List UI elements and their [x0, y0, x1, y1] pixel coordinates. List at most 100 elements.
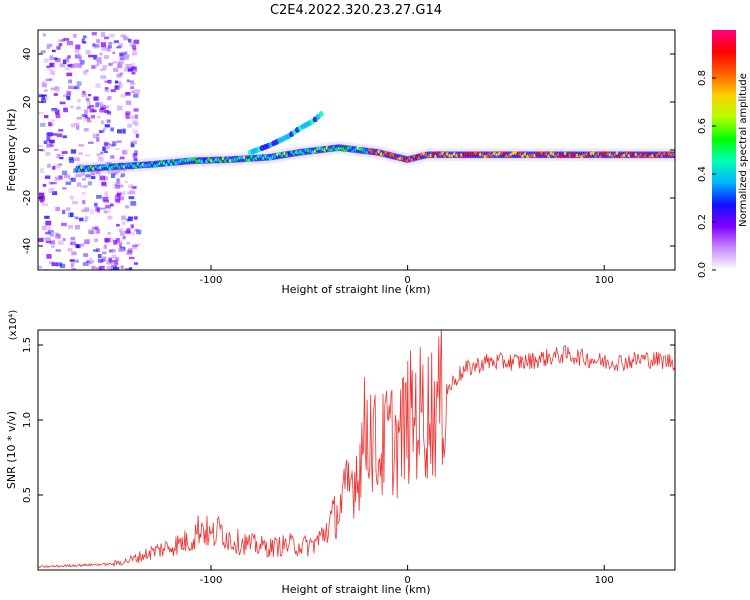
noise-speckle [74, 62, 79, 68]
noise-speckle [117, 240, 123, 245]
noise-speckle [94, 238, 99, 242]
noise-speckle [96, 133, 100, 137]
noise-speckle [81, 170, 85, 176]
noise-speckle [80, 243, 85, 247]
x-tick-label: -100 [200, 275, 223, 286]
noise-speckle [130, 201, 137, 206]
noise-speckle [106, 162, 112, 165]
noise-speckle [58, 39, 64, 42]
noise-speckle [70, 123, 76, 128]
noise-speckle [113, 172, 118, 176]
noise-speckle [71, 200, 78, 205]
noise-speckle [131, 186, 137, 189]
noise-speckle [126, 250, 133, 255]
noise-speckle [38, 238, 44, 242]
noise-speckle [113, 67, 119, 73]
noise-speckle [127, 216, 133, 222]
noise-speckle [80, 185, 87, 188]
noise-speckle [47, 163, 51, 168]
noise-speckle [120, 265, 124, 269]
noise-speckle [40, 168, 45, 173]
noise-speckle [103, 199, 110, 203]
noise-speckle [63, 174, 70, 179]
noise-speckle [135, 243, 141, 246]
noise-speckle [60, 263, 66, 269]
noise-speckle [98, 102, 103, 106]
noise-speckle [103, 55, 110, 59]
noise-speckle [106, 265, 112, 270]
noise-speckle [62, 94, 69, 98]
noise-speckle [74, 122, 80, 125]
noise-speckle [91, 65, 96, 69]
noise-speckle [50, 119, 56, 122]
noise-speckle [54, 58, 61, 63]
noise-speckle [48, 140, 53, 143]
noise-speckle [40, 122, 46, 127]
noise-speckle [59, 101, 66, 105]
noise-speckle [112, 183, 119, 189]
colorbar-gradient [712, 30, 736, 270]
noise-speckle [56, 46, 61, 50]
noise-speckle [76, 106, 81, 110]
noise-speckle [73, 168, 77, 174]
noise-speckle [55, 163, 61, 169]
noise-speckle [110, 127, 114, 132]
noise-speckle [132, 44, 137, 50]
noise-speckle [104, 210, 111, 213]
ridge-core [672, 152, 675, 157]
noise-speckle [88, 141, 94, 144]
noise-speckle [119, 61, 124, 65]
noise-speckle [82, 41, 87, 44]
noise-speckle [109, 237, 114, 243]
noise-speckle [118, 242, 122, 248]
noise-speckle [54, 109, 60, 115]
noise-speckle [102, 64, 107, 69]
noise-speckle [44, 215, 50, 219]
noise-speckle [95, 169, 100, 175]
noise-speckle [85, 154, 90, 157]
noise-speckle [114, 194, 121, 200]
noise-speckle [81, 114, 87, 118]
noise-speckle [70, 212, 74, 218]
noise-speckle [114, 85, 120, 90]
noise-speckle [66, 72, 73, 77]
noise-speckle [75, 44, 81, 50]
noise-speckle [59, 154, 65, 157]
noise-speckle [112, 61, 117, 64]
noise-speckle [88, 105, 95, 108]
noise-speckle [73, 85, 80, 90]
noise-speckle [40, 50, 46, 54]
noise-speckle [95, 228, 101, 234]
noise-speckle [51, 245, 55, 248]
noise-speckle [81, 192, 86, 195]
noise-speckle [123, 55, 129, 60]
noise-speckle [100, 42, 107, 48]
noise-speckle [41, 94, 47, 97]
noise-speckle [104, 191, 109, 197]
noise-speckle [49, 240, 56, 245]
noise-speckle [74, 224, 81, 230]
noise-speckle [70, 195, 74, 200]
noise-speckle [46, 65, 50, 68]
noise-speckle [134, 228, 139, 232]
noise-speckle [82, 200, 86, 205]
noise-speckle [87, 100, 91, 106]
noise-speckle [118, 196, 125, 201]
noise-speckle [133, 121, 139, 127]
noise-speckle [77, 98, 81, 103]
noise-speckle [63, 38, 70, 41]
noise-speckle [110, 155, 115, 159]
noise-speckle [51, 262, 58, 267]
noise-speckle [62, 209, 66, 215]
noise-speckle [117, 83, 123, 89]
noise-speckle [53, 148, 59, 152]
noise-speckle [109, 33, 115, 38]
noise-speckle [102, 251, 107, 255]
noise-speckle [72, 33, 77, 38]
noise-speckle [96, 153, 101, 157]
noise-speckle [82, 35, 87, 39]
noise-speckle [74, 49, 80, 54]
noise-speckle [95, 83, 101, 88]
noise-speckle [122, 221, 126, 225]
noise-speckle [79, 217, 84, 222]
